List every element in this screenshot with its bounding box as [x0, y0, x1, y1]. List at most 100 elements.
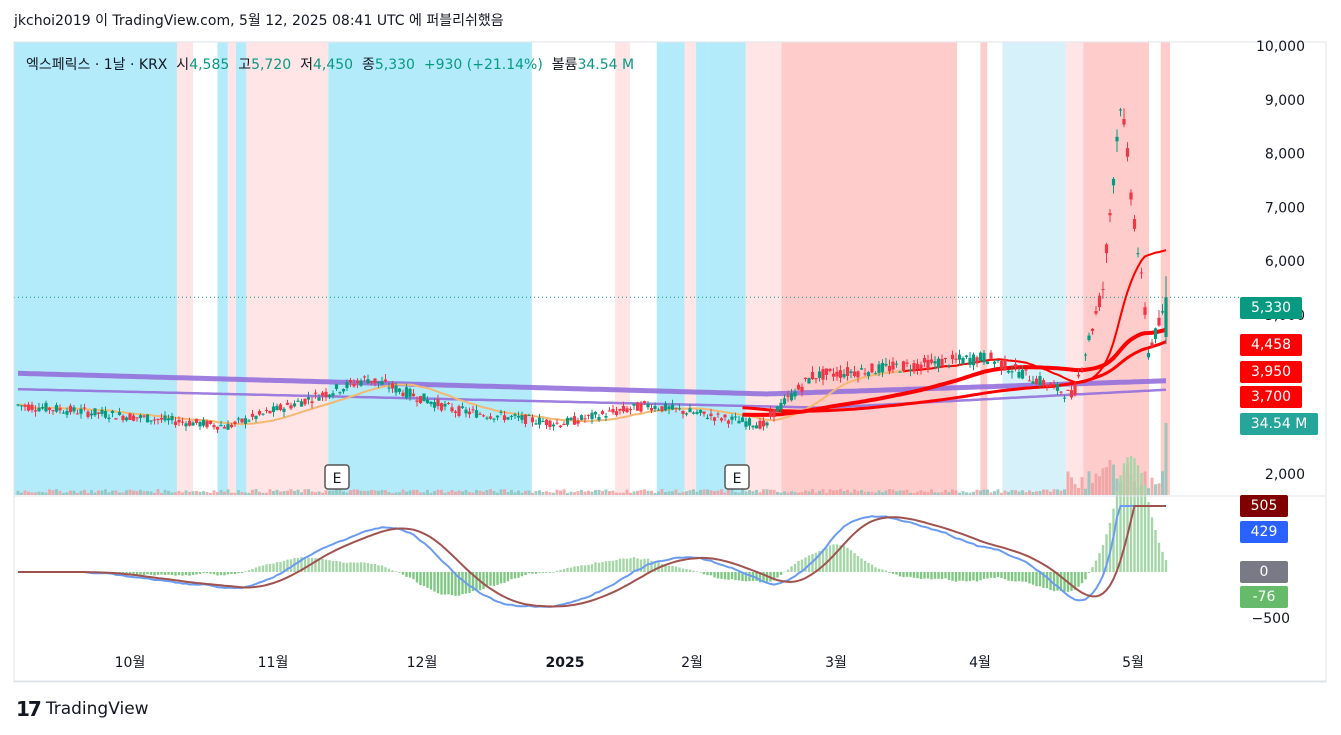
volume-bar	[580, 489, 583, 495]
volume-bar	[1091, 482, 1094, 495]
macd-histogram-bar	[160, 572, 163, 575]
candle-body	[264, 409, 269, 411]
macd-histogram-bar	[310, 557, 314, 572]
candle-body	[1010, 371, 1014, 373]
macd-histogram-bar	[457, 572, 461, 596]
volume-bar	[646, 490, 650, 495]
price-tick-label: 9,000	[1265, 93, 1305, 109]
candle-body	[674, 407, 678, 409]
background-band	[696, 42, 708, 495]
volume-bar	[212, 490, 216, 495]
macd-histogram-bar	[632, 557, 636, 572]
volume-bar	[352, 489, 356, 495]
volume-bar	[884, 490, 888, 495]
volume-bar	[65, 492, 69, 495]
candle-body	[821, 369, 825, 380]
macd-histogram-bar	[349, 562, 352, 572]
candle-body	[422, 393, 426, 402]
candle-body	[975, 357, 979, 364]
candle-body	[940, 359, 944, 367]
macd-histogram-bar	[244, 571, 247, 572]
volume-bar	[1052, 489, 1056, 495]
candle-body	[1045, 384, 1049, 387]
price-tag: 5,330	[1240, 297, 1302, 319]
candle-body	[16, 404, 20, 406]
macd-histogram-bar	[818, 550, 821, 572]
candle-body	[453, 411, 458, 413]
macd-histogram-bar	[352, 562, 356, 572]
candle-body	[919, 364, 923, 370]
volume-bar	[181, 492, 184, 495]
candle-body	[621, 405, 626, 412]
candle-body	[800, 386, 804, 392]
background-band	[684, 42, 697, 495]
footer-brand[interactable]: 17 TradingView	[16, 697, 149, 721]
candle-body	[387, 387, 391, 389]
volume-bar	[706, 489, 709, 495]
candle-body	[65, 410, 69, 415]
macd-histogram-bar	[594, 562, 597, 572]
macd-histogram-bar	[1038, 572, 1042, 587]
volume-bar	[90, 490, 93, 495]
macd-histogram-bar	[965, 572, 968, 582]
candle-body	[250, 413, 255, 417]
macd-tick-label: −500	[1252, 611, 1290, 627]
candle-body	[845, 367, 850, 377]
volume-bar	[587, 490, 590, 495]
macd-histogram-bar	[1101, 545, 1105, 572]
macd-histogram-bar	[909, 572, 912, 577]
high-value: 5,720	[251, 57, 292, 73]
candle-body	[114, 418, 118, 420]
candle-body	[1104, 244, 1109, 254]
macd-histogram-bar	[303, 557, 307, 572]
candle-body	[635, 402, 640, 411]
volume-bar	[905, 489, 909, 495]
candle-body	[411, 393, 416, 397]
price-tick-label: 6,000	[1265, 254, 1305, 270]
macd-histogram-bar	[849, 550, 853, 572]
candle-body	[366, 379, 370, 384]
macd-histogram-bar	[443, 572, 447, 595]
candle-body	[19, 405, 24, 407]
candle-body	[495, 415, 500, 418]
background-band	[980, 42, 988, 495]
volume-bar	[398, 492, 401, 495]
macd-histogram-bar	[1154, 529, 1157, 572]
candle-body	[751, 425, 755, 428]
candle-body	[492, 418, 496, 420]
macd-histogram-bar	[527, 572, 531, 574]
candle-body	[908, 369, 913, 371]
candle-body	[1059, 391, 1063, 393]
volume-bar	[251, 489, 254, 495]
candle-body	[163, 415, 167, 421]
macd-tag: 0	[1240, 561, 1288, 583]
volume-bar	[359, 490, 363, 495]
volume-bar	[828, 489, 832, 495]
candle-body	[313, 392, 318, 394]
macd-histogram-bar	[874, 567, 877, 572]
candle-body	[775, 406, 780, 412]
macd-histogram-bar	[373, 564, 377, 572]
volume-bar	[947, 492, 951, 495]
candle-body	[642, 401, 647, 404]
candle-body	[996, 360, 1000, 362]
volume-bar	[818, 490, 821, 495]
candle-body	[93, 408, 97, 416]
candle-body	[611, 408, 615, 413]
volume-bar	[139, 489, 142, 495]
macd-histogram-bar	[793, 563, 797, 572]
macd-histogram-bar	[832, 544, 835, 572]
candle-body	[579, 415, 584, 420]
candle-body	[506, 417, 510, 420]
volume-bar	[48, 489, 51, 495]
macd-histogram-bar	[545, 572, 548, 573]
macd-histogram-bar	[1094, 560, 1098, 572]
candle-body	[191, 422, 195, 426]
volume-bar	[317, 491, 321, 495]
volume-bar	[419, 492, 422, 495]
volume-bar	[1077, 487, 1080, 495]
candle-body	[61, 412, 66, 414]
volume-bar	[198, 491, 202, 495]
